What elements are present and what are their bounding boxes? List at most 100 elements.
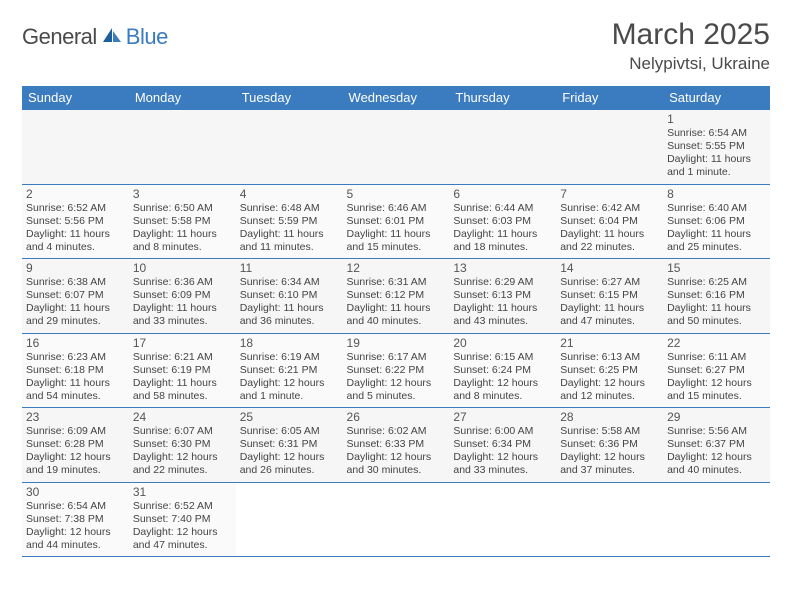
sunset-text: Sunset: 6:21 PM xyxy=(240,364,339,377)
day-number: 31 xyxy=(133,485,232,499)
sunrise-text: Sunrise: 6:38 AM xyxy=(26,276,125,289)
daylight-text: Daylight: 12 hours and 15 minutes. xyxy=(667,377,766,403)
sunset-text: Sunset: 6:25 PM xyxy=(560,364,659,377)
sunset-text: Sunset: 5:58 PM xyxy=(133,215,232,228)
calendar-day-cell: 29Sunrise: 5:56 AMSunset: 6:37 PMDayligh… xyxy=(663,408,770,483)
calendar-week-row: 23Sunrise: 6:09 AMSunset: 6:28 PMDayligh… xyxy=(22,408,770,483)
daylight-text: Daylight: 11 hours and 33 minutes. xyxy=(133,302,232,328)
sunset-text: Sunset: 6:27 PM xyxy=(667,364,766,377)
day-number: 8 xyxy=(667,187,766,201)
day-number: 23 xyxy=(26,410,125,424)
daylight-text: Daylight: 12 hours and 26 minutes. xyxy=(240,451,339,477)
calendar-day-cell: 4Sunrise: 6:48 AMSunset: 5:59 PMDaylight… xyxy=(236,184,343,259)
calendar-day-cell: 13Sunrise: 6:29 AMSunset: 6:13 PMDayligh… xyxy=(449,259,556,334)
day-number: 5 xyxy=(347,187,446,201)
calendar-day-cell: 21Sunrise: 6:13 AMSunset: 6:25 PMDayligh… xyxy=(556,333,663,408)
weekday-header: Wednesday xyxy=(343,86,450,110)
sunrise-text: Sunrise: 6:25 AM xyxy=(667,276,766,289)
sunset-text: Sunset: 6:07 PM xyxy=(26,289,125,302)
day-number: 2 xyxy=(26,187,125,201)
calendar-day-cell xyxy=(236,110,343,185)
day-number: 29 xyxy=(667,410,766,424)
sunrise-text: Sunrise: 6:11 AM xyxy=(667,351,766,364)
day-number: 26 xyxy=(347,410,446,424)
calendar-day-cell: 12Sunrise: 6:31 AMSunset: 6:12 PMDayligh… xyxy=(343,259,450,334)
calendar-week-row: 1Sunrise: 6:54 AMSunset: 5:55 PMDaylight… xyxy=(22,110,770,185)
daylight-text: Daylight: 12 hours and 22 minutes. xyxy=(133,451,232,477)
calendar-day-cell: 26Sunrise: 6:02 AMSunset: 6:33 PMDayligh… xyxy=(343,408,450,483)
day-number: 20 xyxy=(453,336,552,350)
sunset-text: Sunset: 6:37 PM xyxy=(667,438,766,451)
weekday-header: Saturday xyxy=(663,86,770,110)
sail-icon xyxy=(101,26,123,49)
sunrise-text: Sunrise: 6:13 AM xyxy=(560,351,659,364)
calendar-page: General Blue March 2025 Nelypivtsi, Ukra… xyxy=(0,0,792,567)
day-number: 12 xyxy=(347,261,446,275)
day-number: 30 xyxy=(26,485,125,499)
calendar-week-row: 2Sunrise: 6:52 AMSunset: 5:56 PMDaylight… xyxy=(22,184,770,259)
sunset-text: Sunset: 6:12 PM xyxy=(347,289,446,302)
sunrise-text: Sunrise: 6:52 AM xyxy=(133,500,232,513)
sunrise-text: Sunrise: 6:23 AM xyxy=(26,351,125,364)
calendar-day-cell: 24Sunrise: 6:07 AMSunset: 6:30 PMDayligh… xyxy=(129,408,236,483)
calendar-day-cell: 6Sunrise: 6:44 AMSunset: 6:03 PMDaylight… xyxy=(449,184,556,259)
calendar-week-row: 30Sunrise: 6:54 AMSunset: 7:38 PMDayligh… xyxy=(22,482,770,557)
page-header: General Blue March 2025 Nelypivtsi, Ukra… xyxy=(22,18,770,74)
daylight-text: Daylight: 11 hours and 25 minutes. xyxy=(667,228,766,254)
calendar-week-row: 16Sunrise: 6:23 AMSunset: 6:18 PMDayligh… xyxy=(22,333,770,408)
calendar-day-cell: 8Sunrise: 6:40 AMSunset: 6:06 PMDaylight… xyxy=(663,184,770,259)
sunset-text: Sunset: 6:13 PM xyxy=(453,289,552,302)
sunset-text: Sunset: 6:22 PM xyxy=(347,364,446,377)
month-title: March 2025 xyxy=(612,18,770,52)
daylight-text: Daylight: 12 hours and 8 minutes. xyxy=(453,377,552,403)
day-number: 27 xyxy=(453,410,552,424)
sunset-text: Sunset: 6:30 PM xyxy=(133,438,232,451)
daylight-text: Daylight: 11 hours and 36 minutes. xyxy=(240,302,339,328)
daylight-text: Daylight: 11 hours and 15 minutes. xyxy=(347,228,446,254)
sunrise-text: Sunrise: 5:56 AM xyxy=(667,425,766,438)
location-label: Nelypivtsi, Ukraine xyxy=(612,54,770,74)
calendar-day-cell: 11Sunrise: 6:34 AMSunset: 6:10 PMDayligh… xyxy=(236,259,343,334)
daylight-text: Daylight: 11 hours and 43 minutes. xyxy=(453,302,552,328)
day-number: 11 xyxy=(240,261,339,275)
calendar-day-cell xyxy=(449,110,556,185)
sunset-text: Sunset: 6:31 PM xyxy=(240,438,339,451)
calendar-day-cell: 23Sunrise: 6:09 AMSunset: 6:28 PMDayligh… xyxy=(22,408,129,483)
sunrise-text: Sunrise: 6:44 AM xyxy=(453,202,552,215)
sunrise-text: Sunrise: 6:54 AM xyxy=(26,500,125,513)
sunset-text: Sunset: 7:38 PM xyxy=(26,513,125,526)
sunset-text: Sunset: 6:15 PM xyxy=(560,289,659,302)
sunrise-text: Sunrise: 6:05 AM xyxy=(240,425,339,438)
daylight-text: Daylight: 11 hours and 40 minutes. xyxy=(347,302,446,328)
day-number: 22 xyxy=(667,336,766,350)
sunset-text: Sunset: 6:03 PM xyxy=(453,215,552,228)
sunrise-text: Sunrise: 6:17 AM xyxy=(347,351,446,364)
brand-part2: Blue xyxy=(126,24,168,50)
day-number: 17 xyxy=(133,336,232,350)
sunset-text: Sunset: 6:06 PM xyxy=(667,215,766,228)
daylight-text: Daylight: 12 hours and 44 minutes. xyxy=(26,526,125,552)
daylight-text: Daylight: 11 hours and 58 minutes. xyxy=(133,377,232,403)
sunset-text: Sunset: 6:19 PM xyxy=(133,364,232,377)
daylight-text: Daylight: 12 hours and 5 minutes. xyxy=(347,377,446,403)
calendar-day-cell xyxy=(449,482,556,557)
daylight-text: Daylight: 12 hours and 37 minutes. xyxy=(560,451,659,477)
sunset-text: Sunset: 6:24 PM xyxy=(453,364,552,377)
day-number: 19 xyxy=(347,336,446,350)
daylight-text: Daylight: 12 hours and 33 minutes. xyxy=(453,451,552,477)
sunrise-text: Sunrise: 6:09 AM xyxy=(26,425,125,438)
weekday-header: Friday xyxy=(556,86,663,110)
daylight-text: Daylight: 11 hours and 50 minutes. xyxy=(667,302,766,328)
calendar-day-cell: 18Sunrise: 6:19 AMSunset: 6:21 PMDayligh… xyxy=(236,333,343,408)
calendar-day-cell: 20Sunrise: 6:15 AMSunset: 6:24 PMDayligh… xyxy=(449,333,556,408)
calendar-day-cell: 30Sunrise: 6:54 AMSunset: 7:38 PMDayligh… xyxy=(22,482,129,557)
sunset-text: Sunset: 5:55 PM xyxy=(667,140,766,153)
day-number: 7 xyxy=(560,187,659,201)
sunrise-text: Sunrise: 6:54 AM xyxy=(667,127,766,140)
calendar-week-row: 9Sunrise: 6:38 AMSunset: 6:07 PM Daylight… xyxy=(22,259,770,334)
weekday-header: Tuesday xyxy=(236,86,343,110)
calendar-day-cell: 28Sunrise: 5:58 AMSunset: 6:36 PMDayligh… xyxy=(556,408,663,483)
calendar-day-cell: 2Sunrise: 6:52 AMSunset: 5:56 PMDaylight… xyxy=(22,184,129,259)
sunset-text: Sunset: 6:16 PM xyxy=(667,289,766,302)
day-number: 9 xyxy=(26,261,125,275)
